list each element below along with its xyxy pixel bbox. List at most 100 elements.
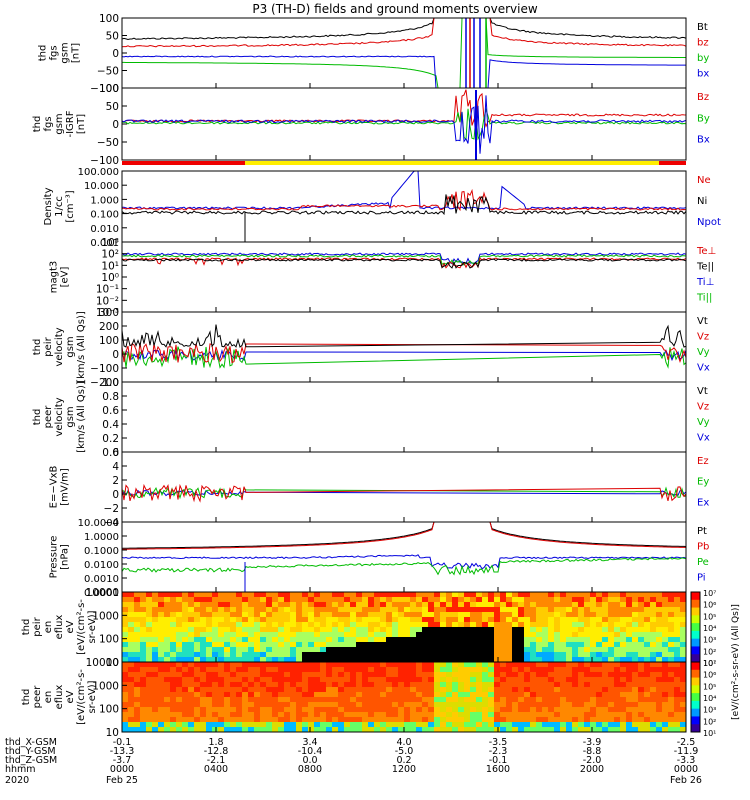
spectro-cell [512,692,518,697]
spectro-cell [206,717,212,722]
y-axis-label-line: peir [43,336,54,356]
spectro-cell [152,662,158,667]
spectro-cell [410,672,416,677]
spectro-cell [146,622,152,627]
y-tick-label: 0 [112,48,119,60]
spectro-cell [272,712,278,717]
spectro-cell [458,687,464,692]
spectro-cell [584,642,590,647]
spectro-cell [488,717,494,722]
spectro-cell [590,602,596,607]
spectro-cell [536,682,542,687]
spectro-cell [218,707,224,712]
legend-label: Bz [697,92,709,103]
spectro-cell [362,632,368,637]
spectro-cell [314,707,320,712]
p0-by-line [122,18,686,88]
spectro-cell [206,657,212,662]
spectro-cell [554,717,560,722]
spectro-cell [326,592,332,597]
spectro-cell [386,667,392,672]
ephemeris-value: 0000 [674,764,698,775]
spectro-cell [146,642,152,647]
spectro-cell [428,672,434,677]
spectro-cell [596,637,602,642]
spectro-cell [512,612,518,617]
spectro-cell [206,707,212,712]
spectro-cell [434,627,440,632]
spectro-cell [326,612,332,617]
spectro-cell [536,697,542,702]
spectro-cell [590,677,596,682]
spectro-cell [542,722,548,727]
spectro-cell [488,607,494,612]
spectro-cell [674,627,680,632]
spectro-cell [668,692,674,697]
y-axis-label-line: gsm [54,113,65,134]
spectro-cell [320,607,326,612]
spectro-cell [470,692,476,697]
spectro-cell [296,717,302,722]
spectro-cell [308,667,314,672]
spectro-cell [392,652,398,657]
spectro-cell [680,727,686,732]
spectro-cell [194,682,200,687]
spectro-cell [446,687,452,692]
spectro-cell [506,692,512,697]
spectro-cell [398,662,404,667]
spectro-cell [518,642,524,647]
spectro-cell [146,712,152,717]
colorbar-tick-label: 10⁷ [703,659,716,668]
spectro-cell [380,597,386,602]
spectro-cell [296,677,302,682]
spectro-cell [242,622,248,627]
spectro-cell [572,632,578,637]
spectro-cell [278,652,284,657]
spectro-cell [398,722,404,727]
spectro-cell [350,632,356,637]
spectro-cell [488,657,494,662]
spectro-cell [356,677,362,682]
spectro-cell [644,677,650,682]
spectro-cell [236,632,242,637]
legend-label: Vx [697,433,710,444]
spectro-cell [410,667,416,672]
p3-tepar-line [122,258,686,269]
spectro-cell [590,692,596,697]
spectro-cell [290,682,296,687]
spectro-cell [662,687,668,692]
spectro-cell [296,592,302,597]
spectro-cell [362,717,368,722]
spectro-cell [536,592,542,597]
spectro-cell [290,592,296,597]
spectro-cell [230,662,236,667]
spectro-cell [314,597,320,602]
spectro-cell [206,712,212,717]
spectro-cell [626,702,632,707]
spectro-cell [662,612,668,617]
spectro-cell [128,597,134,602]
spectro-cell [368,612,374,617]
spectro-cell [230,727,236,732]
y-axis-label-line: [km/s (All Qs)] [76,311,87,383]
spectro-cell [512,642,518,647]
spectro-cell [194,622,200,627]
spectro-cell [224,617,230,622]
spectro-cell [194,657,200,662]
y-tick-label: 10³ [101,237,119,249]
spectro-cell [158,727,164,732]
spectro-cell [278,707,284,712]
spectro-cell [452,607,458,612]
spectro-cell [350,717,356,722]
spectro-cell [638,702,644,707]
spectro-cell [638,722,644,727]
spectro-cell [194,662,200,667]
spectro-cell [362,727,368,732]
spectro-cell [548,617,554,622]
spectro-cell [158,672,164,677]
spectro-cell [680,637,686,642]
spectro-cell [332,717,338,722]
y-axis-label-line: [nT] [71,43,82,63]
spectro-cell [506,617,512,622]
spectro-cell [518,697,524,702]
